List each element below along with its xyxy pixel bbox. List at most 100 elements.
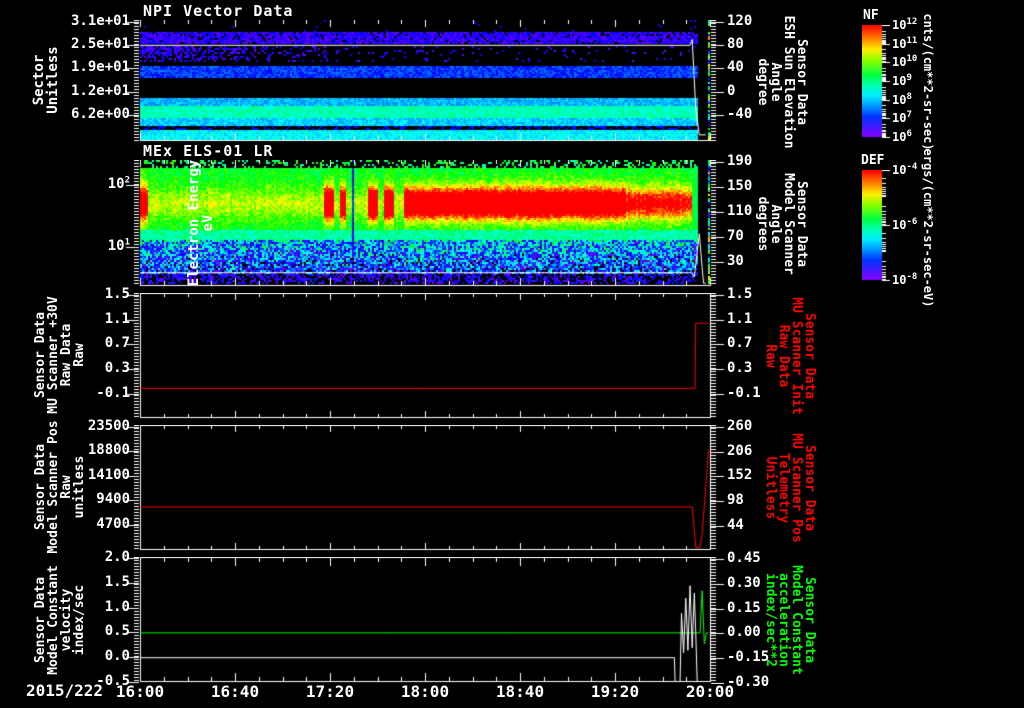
p3-left-axis-label-line: Raw: [72, 343, 87, 367]
nf-colorbar-title: NF: [863, 8, 879, 23]
x-axis-tick-label: 17:20: [305, 682, 355, 701]
p5-right-tick-label: 0.00: [727, 624, 761, 641]
p5-right-axis-label-line: Sensor Data: [802, 576, 817, 664]
nf-colorbar-tick-label: 109: [892, 73, 912, 89]
p3-right-tick-label: 0.7: [727, 335, 753, 352]
p5-right-tick-label: 0.30: [727, 574, 761, 591]
p3-left-tick-label: 0.3: [104, 360, 130, 377]
p5-right-axis-label: Sensor Data Model Constant acceleration ind…: [763, 565, 817, 675]
nf-colorbar-tick-label: 107: [892, 110, 912, 126]
scanner-30v-plot: [122, 293, 728, 420]
def-colorbar-tick-label: 10-6: [892, 217, 918, 233]
els-right-tick-label: 110: [727, 202, 753, 219]
x-axis-tick-label: 16:00: [115, 682, 165, 701]
p5-right-tick-label: 0.15: [727, 599, 761, 616]
def-colorbar-title: DEF: [861, 153, 885, 168]
p3-left-axis-label: Sensor Data MU Scanner +30V Raw Data Raw: [33, 296, 87, 413]
def-colorbar-units-label-line: ergs/(cm**2-sr-sec-eV): [921, 148, 935, 308]
p4-right-tick-label: 206: [727, 442, 753, 459]
p3-right-axis-label-line: MU Scanner Init: [789, 297, 804, 415]
p3-right-tick-label: 1.1: [727, 310, 753, 327]
x-axis-tick-label: 18:00: [400, 682, 450, 701]
els-right-axis-label-line: degrees: [755, 196, 770, 252]
def-colorbar-units-label: ergs/(cm**2-sr-sec-eV): [921, 148, 935, 308]
p4-right-axis-label-line: Sensor Data: [802, 444, 817, 532]
els-right-tick-label: 70: [727, 227, 744, 244]
p3-right-tick-label: 1.5: [727, 285, 753, 302]
p5-right-tick-label: 0.45: [727, 549, 761, 566]
p4-right-tick-label: 98: [727, 492, 744, 509]
p5-right-axis-label-line: Model Constant: [789, 565, 804, 675]
npi-left-tick-label: 2.5e+01: [70, 36, 130, 53]
p3-right-axis-label-line: Raw: [763, 344, 778, 368]
p4-right-tick-label: 44: [727, 517, 744, 534]
def-colorbar-tick-label: 10-8: [892, 272, 918, 288]
p4-left-axis-label: Sensor Data Model Scanner Pos Raw unitless: [33, 420, 87, 553]
p4-right-axis-label-line: Unitless: [763, 456, 778, 520]
npi-right-axis-label-line: Sensor Data: [794, 38, 809, 126]
npi-right-tick-label: -40: [727, 105, 753, 122]
els-right-axis-label-line: Model Scanner: [781, 173, 796, 275]
npi-right-tick-label: 0: [727, 82, 736, 99]
els-right-tick-label: 150: [727, 177, 753, 194]
p5-right-axis-label-line: acceleration: [776, 573, 791, 667]
els-panel-title: MEx ELS-01 LR: [143, 142, 274, 160]
npi-left-tick-label: 1.9e+01: [70, 59, 130, 76]
nf-colorbar-tick-label: 1012: [892, 17, 918, 33]
x-axis-tick-label: 16:40: [210, 682, 260, 701]
p5-left-tick-label: 0.0: [104, 648, 130, 665]
p4-right-axis-label-line: MU Scanner Pos: [789, 433, 804, 543]
p5-left-axis-label: Sensor Data Model Constant velocity index/s…: [33, 565, 87, 675]
p4-right-axis-label: Sensor Data MU Scanner Pos Telemetry Unitle…: [763, 433, 817, 543]
els-left-axis-label-line: eV: [200, 214, 216, 232]
els-left-tick-label: 101: [107, 237, 130, 254]
p4-right-tick-label: 152: [727, 467, 753, 484]
nf-colorbar-tick-label: 1010: [892, 54, 918, 70]
scanner-pos-plot: [122, 425, 728, 552]
p4-left-axis-label-line: unitless: [72, 455, 87, 519]
p3-right-tick-label: -0.1: [727, 385, 761, 402]
p3-right-axis-label-line: Sensor Data: [802, 312, 817, 400]
npi-right-axis-label-line: ESH Sun Elevation: [781, 15, 796, 149]
npi-left-axis-label: Sector Unitless: [31, 46, 61, 114]
p4-left-tick-label: 4700: [96, 515, 130, 532]
npi-right-tick-label: 40: [727, 59, 744, 76]
p5-left-tick-label: 1.5: [104, 573, 130, 590]
p3-right-tick-label: 0.3: [727, 360, 753, 377]
npi-right-axis-label: Sensor Data ESH Sun Elevation Angle degree: [755, 15, 809, 149]
model-constant-plot: [122, 557, 728, 684]
def-colorbar-tick-label: 10-4: [892, 162, 918, 178]
p5-right-axis-label-line: index/sec**2: [763, 573, 778, 667]
npi-left-tick-label: 3.1e+01: [70, 12, 130, 29]
nf-colorbar-units-label-line: cnts/(cm**2-sr-sec): [921, 13, 935, 151]
npi-left-axis-label-line: Sector: [31, 54, 47, 106]
npi-left-tick-label: 6.2e+00: [70, 105, 130, 122]
els-left-axis-label-line: Electron Energy: [186, 159, 202, 287]
date-label: 2015/222: [26, 681, 104, 700]
x-axis-tick-label: 20:00: [685, 682, 735, 701]
npi-left-axis-label-line: Unitless: [45, 46, 61, 114]
els-right-axis-label: Sensor Data Model Scanner Angle degrees: [755, 173, 809, 275]
p3-right-axis-label: Sensor Data MU Scanner Init Raw Data Raw: [763, 297, 817, 415]
els-right-axis-label-line: Sensor Data: [794, 180, 809, 268]
els-left-tick-label: 102: [107, 175, 130, 192]
p4-left-tick-label: 14100: [87, 466, 130, 483]
els-right-tick-label: 190: [727, 152, 753, 169]
npi-right-axis-label-line: degree: [755, 58, 770, 106]
npi-right-tick-label: 120: [727, 12, 753, 29]
els-spectrogram: [122, 160, 728, 287]
x-axis-tick-label: 18:40: [495, 682, 545, 701]
p5-left-tick-label: 1.0: [104, 598, 130, 615]
nf-colorbar-tick-label: 1011: [892, 35, 918, 51]
nf-colorbar-tick-label: 108: [892, 91, 912, 107]
npi-spectrogram: [122, 20, 728, 142]
p3-left-tick-label: 1.5: [104, 285, 130, 302]
x-axis-tick-label: 19:20: [590, 682, 640, 701]
p4-left-tick-label: 18800: [87, 442, 130, 459]
p3-left-tick-label: 0.7: [104, 335, 130, 352]
p4-left-tick-label: 23500: [87, 418, 130, 435]
p5-left-tick-label: -0.5: [96, 672, 130, 689]
p5-right-tick-label: -0.15: [727, 649, 770, 666]
def-colorbar: [862, 170, 906, 282]
